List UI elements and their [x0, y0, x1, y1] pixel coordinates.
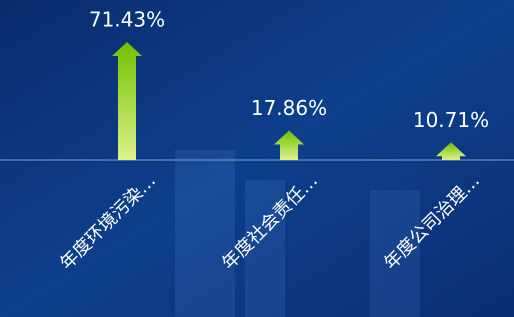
chart: 71.43%年度环境污染…17.86%年度社会责任…10.71%年度公司治理… [0, 0, 514, 317]
value-label: 17.86% [251, 96, 327, 120]
value-label: 10.71% [413, 108, 489, 132]
value-label: 71.43% [89, 8, 165, 32]
